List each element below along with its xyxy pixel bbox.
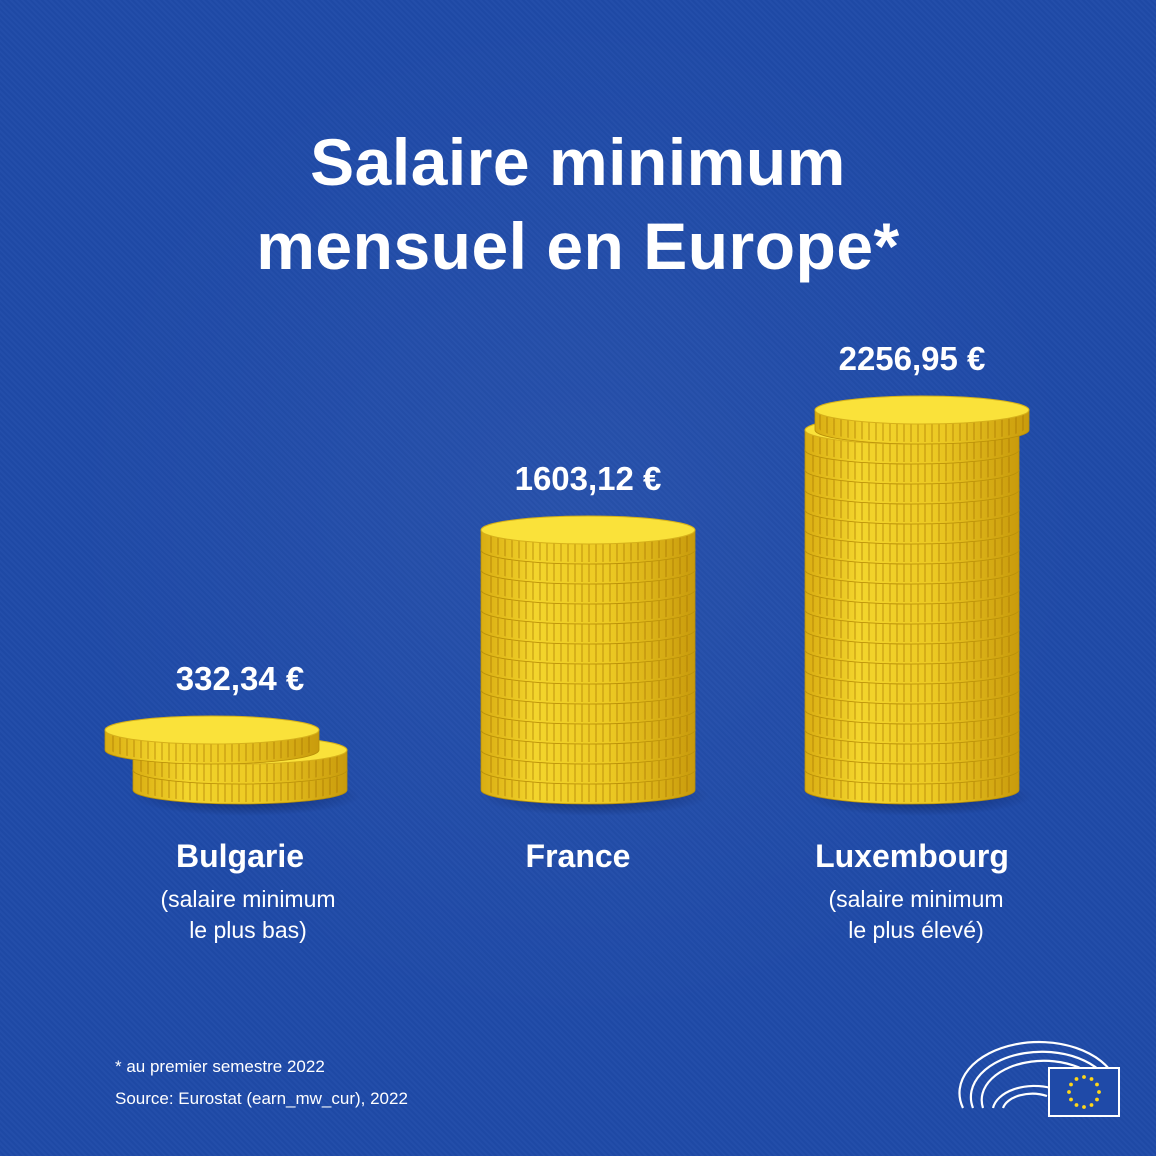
- country-label-bulgarie: Bulgarie: [175, 838, 305, 874]
- value-label-bulgarie: 332,34 €: [176, 660, 304, 697]
- note-lowest: (salaire minimum le plus bas): [88, 884, 408, 946]
- note-lowest-line-2: le plus bas): [189, 917, 307, 943]
- country-label-france: France: [525, 838, 631, 874]
- note-highest: (salaire minimum le plus élevé): [756, 884, 1076, 946]
- eu-parliament-logo-icon: [958, 1040, 1120, 1117]
- title-line-2: mensuel en Europe*: [256, 209, 900, 283]
- eu-star-icon: [1074, 1103, 1079, 1107]
- eu-star-icon: [1097, 1090, 1101, 1094]
- eu-star-icon: [1082, 1105, 1086, 1109]
- note-lowest-line-1: (salaire minimum: [160, 886, 336, 912]
- eu-star-icon: [1095, 1097, 1099, 1102]
- eu-star-icon: [1074, 1077, 1079, 1081]
- coin-stack-luxembourg: [803, 395, 1033, 816]
- value-label-france: 1603,12 €: [515, 460, 662, 497]
- eu-star-icon: [1082, 1075, 1086, 1079]
- note-highest-line-2: le plus élevé): [848, 917, 984, 943]
- eu-star-icon: [1089, 1103, 1094, 1107]
- footnote: * au premier semestre 2022: [115, 1057, 325, 1076]
- eu-star-icon: [1069, 1097, 1073, 1102]
- eu-flag-icon: [1048, 1067, 1120, 1117]
- eu-star-icon: [1069, 1082, 1073, 1087]
- eu-star-icon: [1089, 1077, 1094, 1081]
- value-label-luxembourg: 2256,95 €: [839, 340, 986, 377]
- coin-stack-france: [479, 515, 709, 816]
- title-line-1: Salaire minimum: [310, 125, 846, 199]
- eu-star-icon: [1067, 1090, 1071, 1094]
- eu-star-icon: [1095, 1082, 1099, 1087]
- coin-stack-bulgarie: [104, 715, 361, 816]
- country-label-luxembourg: Luxembourg: [815, 838, 1009, 874]
- note-highest-line-1: (salaire minimum: [828, 886, 1004, 912]
- page-title: Salaire minimum mensuel en Europe*: [0, 120, 1156, 288]
- source-text: Source: Eurostat (earn_mw_cur), 2022: [115, 1089, 408, 1108]
